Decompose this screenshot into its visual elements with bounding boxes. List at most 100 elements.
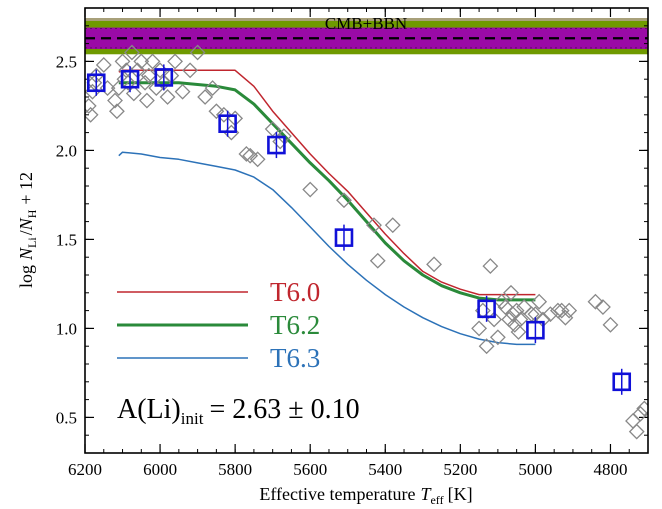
star-point [182, 62, 199, 79]
star-point [512, 311, 529, 328]
binned-point [154, 68, 174, 87]
plot-frame [84, 7, 649, 454]
star-point [85, 97, 97, 114]
star-point [426, 256, 442, 273]
model-lines [118, 69, 536, 346]
binned-point [267, 135, 286, 155]
star-point [602, 316, 619, 333]
binned-point [218, 114, 237, 133]
x-tick-label: 5200 [443, 460, 477, 479]
x-tick-label: 6000 [143, 460, 177, 479]
star-point [167, 53, 183, 70]
star-point [107, 92, 123, 109]
star-point [471, 320, 488, 337]
legend: T6.0T6.2T6.3 [117, 277, 320, 373]
star-point [215, 106, 232, 123]
binned-point [526, 320, 545, 340]
x-axis-label-sub: eff [430, 493, 443, 507]
y-tick-label: 1.0 [56, 319, 77, 338]
legend-label-t6-0: T6.0 [270, 277, 320, 307]
star-point [133, 53, 150, 70]
star-point [189, 44, 206, 61]
binned-point [334, 228, 354, 247]
x-axis-label-unit: [K] [448, 484, 473, 504]
star-point [114, 53, 131, 70]
star-point [152, 62, 168, 79]
y-tick-label: 2.0 [56, 141, 77, 160]
band-label: CMB+BBN [325, 14, 407, 33]
star-point [478, 338, 495, 355]
star-point [140, 67, 157, 84]
x-axis-label-symbol: T [420, 484, 432, 504]
y-tick-label: 0.5 [56, 408, 77, 427]
star-point [369, 252, 386, 269]
star-point [99, 80, 116, 97]
binned-point [477, 299, 496, 319]
star-point [508, 302, 525, 319]
star-point [204, 80, 221, 97]
star-point [242, 147, 259, 164]
x-tick-label: 5800 [218, 460, 252, 479]
star-point [208, 103, 225, 120]
star-point [120, 74, 137, 91]
legend-label-t6-2: T6.2 [270, 310, 320, 340]
star-point [557, 309, 574, 326]
y-axis-label: logNLi/NH+ 12 [16, 172, 39, 288]
star-point [506, 316, 523, 333]
star-point [139, 92, 155, 109]
y-axis-label-li: Li [25, 237, 39, 248]
y-axis-label-h: H [25, 209, 39, 218]
star-point [95, 57, 112, 73]
annotation-main: A(Li) [117, 394, 181, 425]
x-tick-label: 5000 [518, 460, 552, 479]
star-point [137, 74, 153, 91]
binned-markers [86, 64, 632, 395]
y-axis-label-slash: / [16, 230, 36, 235]
star-point [628, 423, 645, 440]
star-point [531, 293, 548, 310]
y-tick-label: 2.5 [56, 52, 77, 71]
star-point [197, 89, 214, 105]
star-point [632, 405, 648, 422]
star-point [249, 151, 266, 168]
star-point [561, 302, 578, 319]
binned-point [612, 372, 632, 392]
star-point [108, 103, 125, 120]
star-point [123, 44, 140, 61]
star-point [587, 293, 604, 310]
star-point [336, 192, 352, 209]
star-point [144, 53, 161, 70]
x-tick-label: 5400 [368, 460, 402, 479]
annotation-text: A(Li)init = 2.63 ± 0.10 [117, 394, 360, 428]
star-point [302, 181, 319, 198]
star-point [553, 302, 570, 319]
star-point [159, 89, 176, 105]
x-axis-label-main: Effective temperature [259, 484, 415, 504]
star-point [489, 329, 506, 346]
y-axis-label-n2: N [16, 217, 36, 231]
star-point [503, 284, 519, 301]
star-point [174, 83, 191, 100]
star-point [366, 217, 382, 234]
x-tick-label: 5600 [293, 460, 327, 479]
annotation-sub: init [181, 409, 204, 428]
x-tick-label: 4800 [593, 460, 627, 479]
series-line-t6-2 [118, 81, 536, 302]
y-axis-label-n1: N [16, 247, 36, 261]
star-point [510, 324, 527, 340]
x-tick-label: 6200 [68, 460, 102, 479]
y-axis-label-log: log [16, 265, 36, 288]
star-markers [85, 44, 648, 440]
series-line-t6-3 [118, 151, 536, 346]
star-point [238, 146, 255, 162]
star-point [384, 217, 401, 234]
binned-point [120, 69, 140, 89]
binned-point [86, 73, 106, 93]
star-point [493, 293, 510, 310]
star-point [125, 85, 142, 102]
annotation-value: = 2.63 ± 0.10 [209, 394, 359, 425]
star-point [636, 400, 648, 417]
star-point [595, 299, 611, 315]
y-axis-label-tail: + 12 [16, 172, 36, 205]
